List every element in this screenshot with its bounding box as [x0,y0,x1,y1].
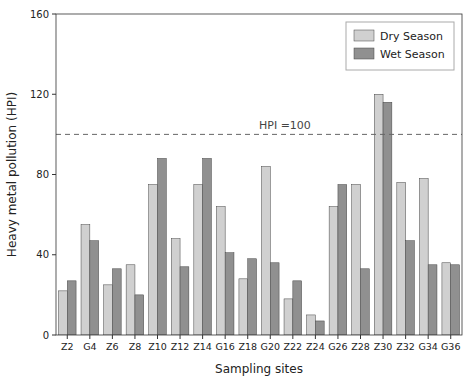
bar [171,239,180,335]
bar [203,158,212,335]
bar [112,269,121,335]
x-tick-label: G36 [441,341,460,352]
x-tick [112,335,113,339]
bar [428,265,437,335]
bar [315,321,324,335]
bar [104,285,113,335]
bar [180,267,189,335]
y-tick-label: 120 [30,89,49,100]
x-tick [89,335,90,339]
x-tick-label: Z24 [306,341,325,352]
legend-swatch [354,48,374,59]
y-tick-label: 80 [36,169,49,180]
bar [352,185,361,335]
x-tick [383,335,384,339]
bar [284,299,293,335]
bar [261,166,270,335]
bar [135,295,144,335]
bar [419,179,428,335]
y-tick [52,94,56,95]
y-axis-label: Heavy metal pollution (HPI) [5,92,19,257]
bar [307,315,316,335]
legend-entry: Wet Season [380,48,445,61]
x-tick [405,335,406,339]
x-tick-label: G34 [418,341,437,352]
plot-frame [56,14,462,335]
x-tick [270,335,271,339]
y-tick [52,14,56,15]
bar [225,253,234,335]
x-tick-label: Z14 [193,341,212,352]
bar [158,158,167,335]
chart: HPI =100 0 40 80 120 160 Z2 G4 Z6 Z8 Z10 Z12Z14G16 Z… [0,0,474,381]
reference-line [56,134,462,135]
x-tick [180,335,181,339]
x-tick-label: Z2 [61,341,74,352]
x-tick-label: G26 [328,341,347,352]
bar [451,265,460,335]
legend-swatch [354,30,374,41]
x-tick [292,335,293,339]
legend-entry: Dry Season [380,30,443,43]
bar [442,263,451,335]
x-tick-label: Z18 [238,341,257,352]
x-tick-label: Z10 [148,341,167,352]
legend-box [346,22,454,70]
bar [81,225,90,335]
x-tick [67,335,68,339]
bar [239,279,248,335]
x-tick-label: G20 [261,341,280,352]
x-tick [450,335,451,339]
x-tick-label: Z28 [351,341,370,352]
x-tick-label: Z32 [396,341,415,352]
x-tick [337,335,338,339]
reference-label: HPI =100 [259,119,311,132]
y-tick [52,254,56,255]
bar [248,259,257,335]
x-tick-label: Z12 [171,341,190,352]
bar [270,263,279,335]
bars [58,94,459,335]
y-tick-label: 160 [30,9,49,20]
x-tick [247,335,248,339]
bar [397,183,406,335]
bar [149,185,158,335]
bar [338,185,347,335]
y-tick-label: 40 [36,249,49,260]
y-tick [52,174,56,175]
bar [90,241,99,335]
x-tick [157,335,158,339]
x-axis-label: Sampling sites [215,362,303,376]
x-tick [428,335,429,339]
legend: Dry Season Wet Season [346,22,454,70]
bar [58,291,67,335]
x-tick [360,335,361,339]
x-tick [202,335,203,339]
bar [383,102,392,335]
x-tick [225,335,226,339]
bar [374,94,383,335]
x-tick-label: Z8 [129,341,142,352]
y-tick [52,335,56,336]
x-tick [134,335,135,339]
x-tick-label: G4 [83,341,96,352]
bar [126,265,135,335]
bar [406,241,415,335]
bar [329,207,338,335]
y-tick-label: 0 [43,330,49,341]
bar [67,281,76,335]
bar [216,207,225,335]
bar [361,269,370,335]
bar [194,185,203,335]
bar [293,281,302,335]
x-tick-label: Z6 [106,341,119,352]
x-tick-label: Z30 [374,341,393,352]
x-tick [315,335,316,339]
x-tick-label: G16 [215,341,234,352]
x-tick-label: Z22 [284,341,303,352]
